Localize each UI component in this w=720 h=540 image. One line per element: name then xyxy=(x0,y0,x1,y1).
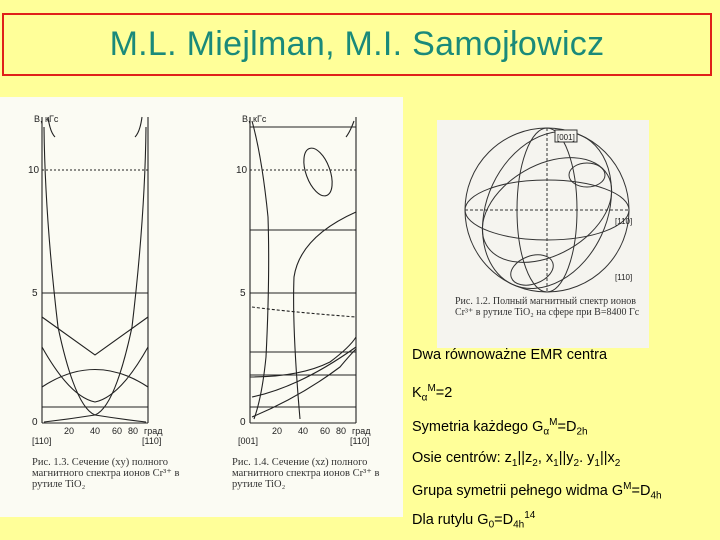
axis-unit-middle: B, кГс xyxy=(242,114,267,124)
text-line-5: Grupa symetrii pełnego widma GM=D4h xyxy=(412,481,662,502)
scanned-figure-sphere: [001] [110] [110] Рис. 1.2. Полный магни… xyxy=(437,120,649,348)
xunit-middle: град xyxy=(352,426,371,436)
axis-unit-left: B, кГс xyxy=(34,114,59,124)
sphere-svg: [001] [110] [110] xyxy=(464,127,632,293)
tick-middle-10: 10 xyxy=(236,165,248,176)
xend-middle: [110] xyxy=(350,436,369,446)
tick-middle-5: 5 xyxy=(240,288,246,299)
xend-left: [110] xyxy=(142,436,161,446)
tick-left-5: 5 xyxy=(32,288,38,299)
text-line-6: Dla rutylu G0=D4h14 xyxy=(412,510,536,531)
sphere-label-110a: [110] xyxy=(615,217,632,226)
caption-middle: Рис. 1.4. Сечение (xz) полного магнитног… xyxy=(232,457,380,490)
xunit-left: град xyxy=(144,426,163,436)
tick-left-0: 0 xyxy=(32,417,38,428)
xtick-left-40: 40 xyxy=(90,426,100,436)
scanned-figure-left: B, кГс 10 5 0 20 40 60 80 град [110] [11… xyxy=(0,97,403,517)
xtick-middle-20: 20 xyxy=(272,426,282,436)
text-line-3: Symetria każdego GαM=D2h xyxy=(412,417,588,438)
text-line-4: Osie centrów: z1||z2, x1||y2. y1||x2 xyxy=(412,450,621,469)
page-title: M.L. Miejlman, M.I. Samojłowicz xyxy=(109,25,605,63)
xtick-left-20: 20 xyxy=(64,426,74,436)
text-line-1: Dwa równoważne EMR centra xyxy=(412,347,608,363)
text-line-2: KαM=2 xyxy=(412,383,453,404)
xstart-left: [110] xyxy=(32,436,51,446)
tick-left-10: 10 xyxy=(28,165,40,176)
caption-sphere: Рис. 1.2. Полный магнитный спектр ионов … xyxy=(455,296,640,318)
sphere-label-110b: [110] xyxy=(615,273,632,282)
tick-middle-0: 0 xyxy=(240,417,246,428)
xstart-middle: [001] xyxy=(238,436,258,446)
xtick-left-60: 60 xyxy=(112,426,122,436)
sphere-label-001: [001] xyxy=(557,133,575,142)
caption-left: Рис. 1.3. Сечение (xy) полного магнитног… xyxy=(32,457,180,490)
xtick-left-80: 80 xyxy=(128,426,138,436)
xtick-middle-60: 60 xyxy=(320,426,330,436)
xtick-middle-40: 40 xyxy=(298,426,308,436)
plots-svg: B, кГс 10 5 0 20 40 60 80 град [110] [11… xyxy=(28,114,371,446)
xtick-middle-80: 80 xyxy=(336,426,346,436)
title-box: M.L. Miejlman, M.I. Samojłowicz xyxy=(2,13,712,76)
